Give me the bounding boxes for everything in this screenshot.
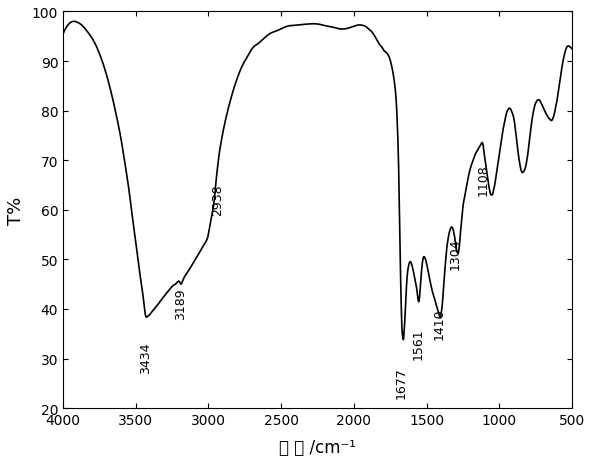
Text: 1410: 1410 xyxy=(433,307,446,339)
Y-axis label: T%: T% xyxy=(7,196,25,225)
X-axis label: 波 长 /cm⁻¹: 波 长 /cm⁻¹ xyxy=(279,438,356,456)
Text: 2938: 2938 xyxy=(211,184,224,215)
Text: 3189: 3189 xyxy=(175,288,188,319)
Text: 3434: 3434 xyxy=(139,342,152,374)
Text: 1304: 1304 xyxy=(449,238,462,269)
Text: 1108: 1108 xyxy=(477,164,490,195)
Text: 1561: 1561 xyxy=(411,327,424,359)
Text: 1677: 1677 xyxy=(394,367,407,398)
